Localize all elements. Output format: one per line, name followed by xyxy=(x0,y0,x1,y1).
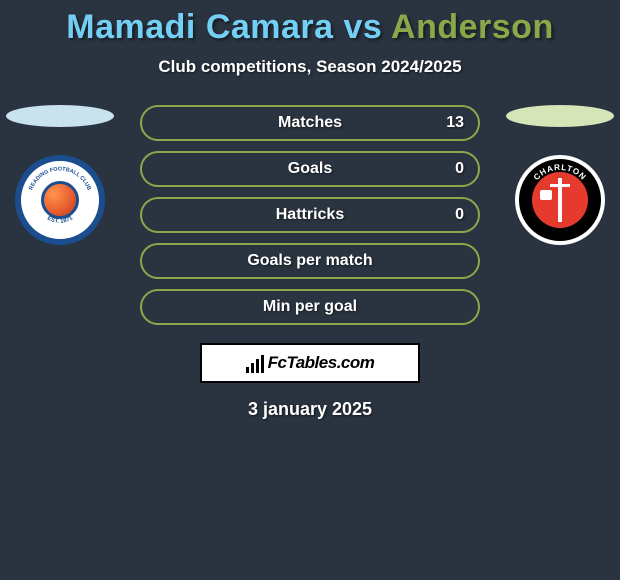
stat-row-goals: Goals 0 xyxy=(140,151,480,187)
svg-text:READING FOOTBALL CLUB: READING FOOTBALL CLUB xyxy=(28,166,91,191)
left-crest-ring-text: READING FOOTBALL CLUB EST. 1871 xyxy=(22,162,98,238)
comparison-title: Mamadi Camara vs Anderson xyxy=(0,0,620,47)
stats-column: Matches 13 Goals 0 Hattricks 0 Goals per… xyxy=(140,105,480,325)
player2-name: Anderson xyxy=(391,8,554,46)
left-club-crest: READING FOOTBALL CLUB EST. 1871 xyxy=(15,155,105,245)
svg-text:EST. 1871: EST. 1871 xyxy=(46,215,74,225)
stat-row-hattricks: Hattricks 0 xyxy=(140,197,480,233)
stat-right-value: 0 xyxy=(455,160,464,178)
logo-bars-icon xyxy=(246,353,264,373)
left-side: READING FOOTBALL CLUB EST. 1871 xyxy=(0,105,120,325)
stat-label: Goals per match xyxy=(247,252,372,270)
vs-text: vs xyxy=(344,8,383,46)
stat-row-gpm: Goals per match xyxy=(140,243,480,279)
date-text: 3 january 2025 xyxy=(0,399,620,420)
right-crest-inner xyxy=(532,172,588,228)
stat-row-mpg: Min per goal xyxy=(140,289,480,325)
sword-hilt-icon xyxy=(550,184,570,187)
stat-right-value: 13 xyxy=(446,114,464,132)
comparison-content: READING FOOTBALL CLUB EST. 1871 Matches … xyxy=(0,105,620,325)
logo-text: FcTables.com xyxy=(268,353,375,373)
left-ellipse xyxy=(6,105,114,127)
right-side: CHARLTON ATHLETIC xyxy=(500,105,620,325)
player1-name: Mamadi Camara xyxy=(66,8,333,46)
fctables-logo: FcTables.com xyxy=(200,343,420,383)
right-ellipse xyxy=(506,105,614,127)
stat-label: Min per goal xyxy=(263,298,357,316)
stat-row-matches: Matches 13 xyxy=(140,105,480,141)
hand-icon xyxy=(540,190,552,200)
stat-right-value: 0 xyxy=(455,206,464,224)
right-club-crest: CHARLTON ATHLETIC xyxy=(515,155,605,245)
stat-label: Goals xyxy=(288,160,332,178)
stat-label: Matches xyxy=(278,114,342,132)
season-subtitle: Club competitions, Season 2024/2025 xyxy=(0,57,620,77)
stat-label: Hattricks xyxy=(276,206,344,224)
